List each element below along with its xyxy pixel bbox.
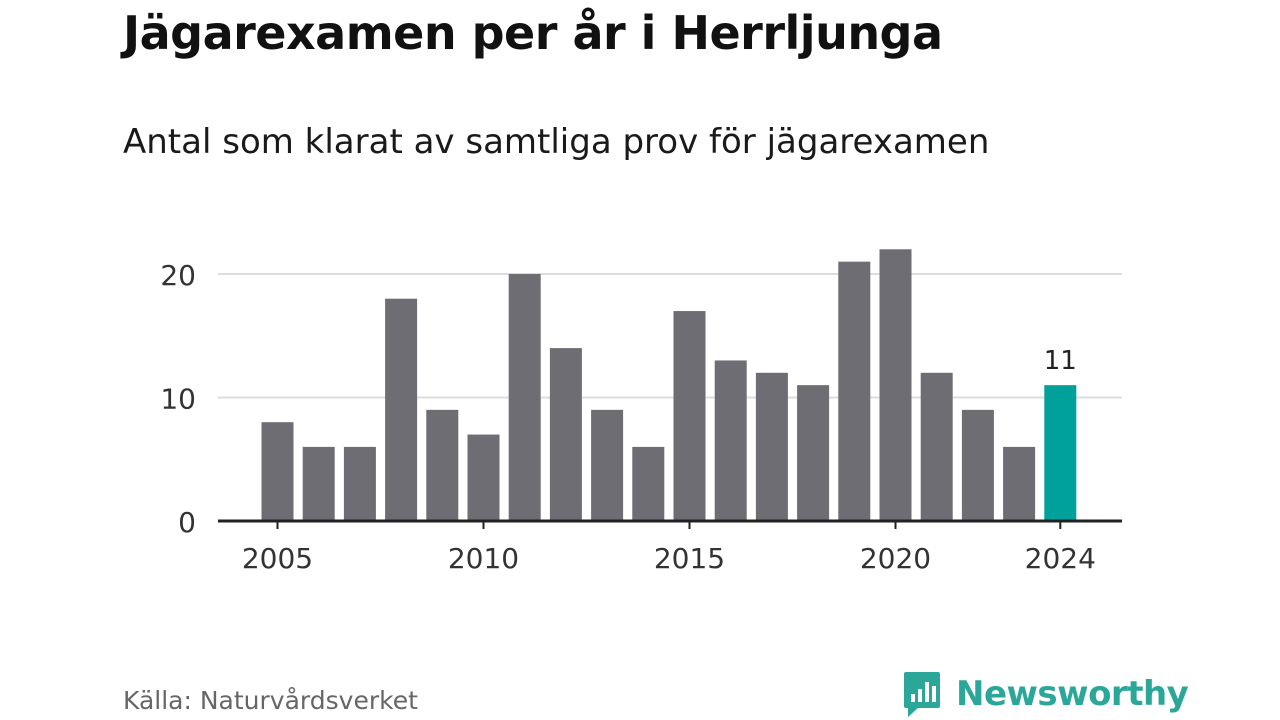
bar (920, 372, 953, 521)
bar (385, 298, 418, 521)
bar (1003, 446, 1036, 521)
x-tick-label: 2015 (654, 542, 725, 575)
bar (426, 409, 459, 521)
bars (261, 249, 1077, 522)
data-label: 11 (1044, 346, 1077, 376)
bar (755, 372, 788, 521)
bar (673, 311, 706, 521)
bar-chart: 0 10 20 11 2005 2010 2015 2020 2024 (160, 249, 1122, 575)
chart-subtitle: Antal som klarat av samtliga prov för jä… (123, 122, 990, 162)
newsworthy-logo-icon (904, 672, 940, 717)
x-tick-label: 2005 (242, 542, 313, 575)
gridlines (218, 273, 1122, 399)
y-tick-label: 20 (160, 259, 196, 292)
bar (467, 434, 500, 521)
x-axis (218, 519, 1122, 529)
x-tick-label: 2010 (448, 542, 519, 575)
bar (797, 385, 830, 521)
source-note: Källa: Naturvårdsverket (123, 686, 418, 715)
bar (261, 422, 294, 521)
tick-labels: 0 10 20 11 2005 2010 2015 2020 2024 (160, 259, 1096, 575)
y-tick-label: 0 (178, 506, 196, 539)
bar (1044, 385, 1077, 521)
bar (961, 409, 994, 521)
x-tick-label: 2024 (1025, 542, 1096, 575)
brand-logo[interactable]: Newsworthy (902, 670, 1189, 718)
bar (343, 446, 376, 521)
bar (591, 409, 624, 521)
bar (549, 348, 582, 521)
x-tick-label: 2020 (860, 542, 931, 575)
brand-name: Newsworthy (956, 674, 1189, 714)
bar (508, 274, 541, 521)
bar (838, 261, 871, 521)
y-tick-label: 10 (160, 383, 196, 416)
bar (302, 446, 335, 521)
bar (714, 360, 747, 521)
bar (632, 446, 665, 521)
chart-title: Jägarexamen per år i Herrljunga (123, 6, 943, 60)
bar (879, 249, 912, 522)
